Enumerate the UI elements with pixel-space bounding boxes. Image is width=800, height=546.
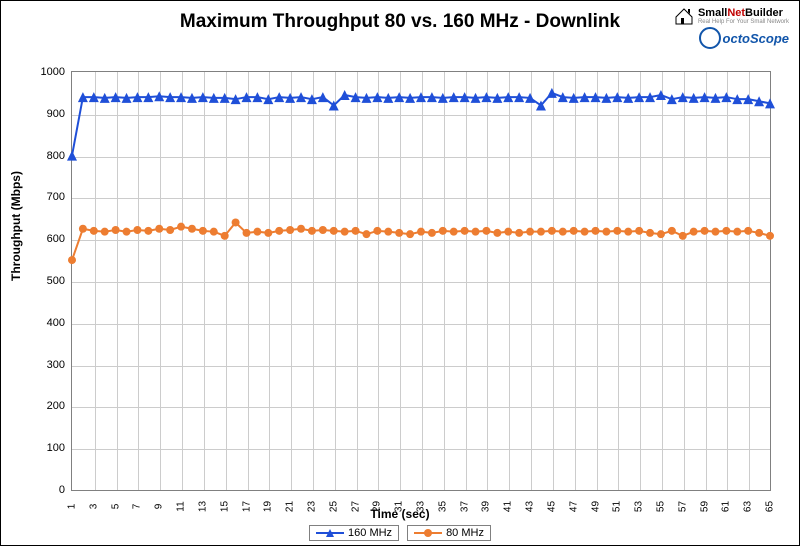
series-line [72,93,770,156]
series-marker [79,225,87,233]
y-tick-label: 200 [47,400,65,412]
series-marker [755,229,763,237]
series-marker [613,227,621,235]
octoscope-logo: octoScope [699,27,789,49]
series-marker [461,227,469,235]
y-tick-label: 800 [47,150,65,162]
series-marker [482,227,490,235]
chart-container: SmallNetBuilder Real Help For Your Small… [0,0,800,546]
chart-svg [71,71,771,491]
series-marker [166,226,174,234]
smallnetbuilder-logo: SmallNetBuilder Real Help For Your Small… [674,7,789,25]
octoscope-ring-icon [699,27,721,49]
legend-label-80: 80 MHz [446,527,484,539]
series-marker [581,228,589,236]
series-marker [243,229,251,237]
series-marker [711,228,719,236]
series-marker [722,227,730,235]
series-marker [570,227,578,235]
series-marker [297,225,305,233]
series-marker [188,225,196,233]
y-axis-label: Throughput (Mbps) [9,171,23,281]
series-marker [221,232,229,240]
y-tick-label: 600 [47,233,65,245]
logos-block: SmallNetBuilder Real Help For Your Small… [674,7,789,49]
legend-marker-80-icon [414,527,442,539]
series-marker [733,228,741,236]
series-marker [308,227,316,235]
legend-label-160: 160 MHz [348,527,392,539]
series-marker [450,228,458,236]
snb-name: SmallNetBuilder [698,8,789,19]
series-marker [766,232,774,240]
series-marker [384,228,392,236]
series-marker [406,230,414,238]
series-marker [635,227,643,235]
y-tick-label: 100 [47,442,65,454]
series-marker [155,225,163,233]
series-marker [624,228,632,236]
y-tick-label: 900 [47,108,65,120]
house-icon [674,7,694,25]
series-marker [67,151,77,161]
series-marker [559,228,567,236]
series-marker [253,228,261,236]
legend-item-80mhz: 80 MHz [407,525,491,541]
series-marker [592,227,600,235]
series-marker [352,227,360,235]
series-marker [362,230,370,238]
series-marker [101,228,109,236]
series-marker [112,226,120,234]
series-marker [602,228,610,236]
series-marker [690,228,698,236]
series-marker [199,227,207,235]
y-tick-label: 300 [47,359,65,371]
series-marker [68,256,76,264]
series-marker [341,228,349,236]
series-marker [177,223,185,231]
legend-item-160mhz: 160 MHz [309,525,399,541]
series-marker [515,229,523,237]
series-marker [547,88,557,98]
series-marker [232,218,240,226]
series-marker [417,228,425,236]
series-marker [526,228,534,236]
series-marker [373,227,381,235]
y-tick-label: 1000 [41,66,65,78]
series-marker [744,227,752,235]
x-axis-label: Time (sec) [1,507,799,521]
series-marker [701,227,709,235]
series-marker [668,227,676,235]
series-marker [210,228,218,236]
series-marker [330,227,338,235]
legend: 160 MHz 80 MHz [1,525,799,541]
series-marker [537,228,545,236]
y-tick-label: 400 [47,317,65,329]
y-tick-label: 500 [47,275,65,287]
series-marker [472,228,480,236]
series-marker [679,232,687,240]
series-marker [504,228,512,236]
series-marker [133,226,141,234]
legend-marker-160-icon [316,527,344,539]
series-marker [144,227,152,235]
snb-tagline: Real Help For Your Small Network [698,19,789,25]
series-marker [548,227,556,235]
series-marker [90,227,98,235]
series-marker [275,227,283,235]
series-marker [319,226,327,234]
y-tick-label: 0 [59,484,65,496]
series-marker [439,227,447,235]
series-marker [123,228,131,236]
y-tick-label: 700 [47,191,65,203]
octoscope-text: octoScope [723,31,789,46]
series-marker [657,230,665,238]
series-marker [493,229,501,237]
series-marker [428,229,436,237]
series-marker [286,226,294,234]
series-marker [395,229,403,237]
series-marker [646,229,654,237]
series-marker [264,229,272,237]
